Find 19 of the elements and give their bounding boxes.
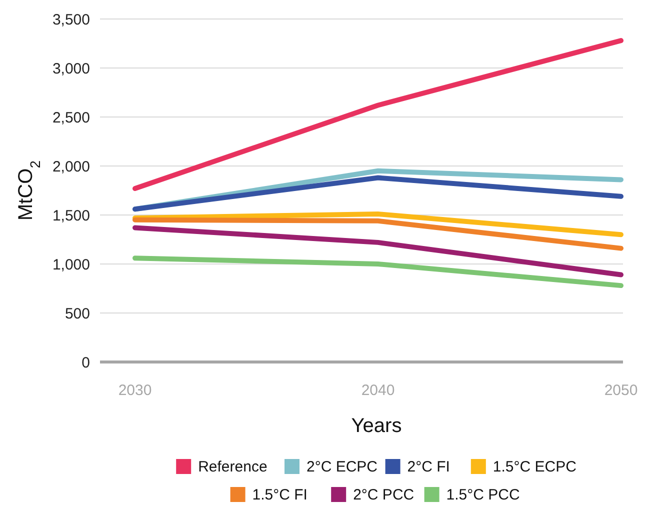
x-tick-label: 2040 bbox=[361, 382, 395, 399]
y-tick-label: 3,500 bbox=[52, 11, 90, 28]
x-tick-label: 2030 bbox=[118, 382, 152, 399]
legend-label: 2°C FI bbox=[407, 458, 450, 476]
y-tick-label: 3,000 bbox=[52, 60, 90, 78]
legend-label: Reference bbox=[198, 458, 268, 476]
y-tick-label: 1,000 bbox=[52, 256, 90, 274]
y-tick-label: 1,500 bbox=[52, 207, 90, 224]
legend-label: 2°C ECPC bbox=[306, 458, 378, 476]
x-axis-title: Years bbox=[351, 415, 402, 437]
legend-label: 1.5°C PCC bbox=[446, 486, 520, 504]
y-tick-label: 2,500 bbox=[52, 109, 90, 126]
legend-label: 2°C PCC bbox=[353, 486, 414, 504]
y-tick-label: 0 bbox=[82, 354, 90, 372]
y-tick-label: 2,000 bbox=[52, 158, 90, 176]
y-tick-label: 500 bbox=[64, 305, 90, 322]
x-tick-label: 2050 bbox=[604, 382, 638, 399]
legend-label: 1.5°C FI bbox=[252, 486, 308, 504]
legend-label: 1.5°C ECPC bbox=[492, 458, 577, 476]
